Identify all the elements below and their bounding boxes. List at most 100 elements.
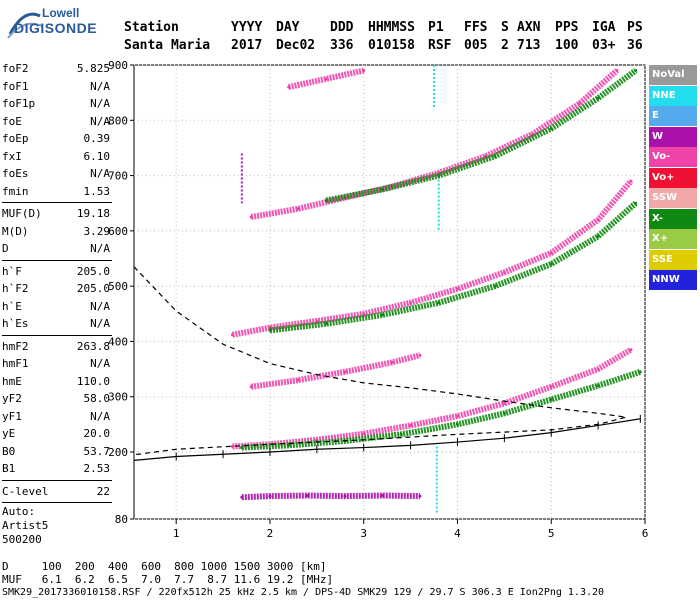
echo-point — [596, 218, 600, 222]
header-label: YYYY — [231, 20, 263, 35]
param-row: yF2 58.0 — [2, 390, 110, 408]
echo-point — [249, 215, 253, 219]
param-value: N/A — [90, 79, 110, 93]
param-row: yE 20.0 — [2, 425, 110, 443]
param-name: foEs — [2, 167, 29, 180]
param-row: fmin 1.53 — [2, 183, 110, 201]
param-value: 263.8 — [76, 339, 110, 353]
separator — [2, 202, 112, 203]
param-row: foF1p N/A — [2, 95, 110, 113]
echo-point — [634, 69, 638, 73]
param-row: fxI 6.10 — [2, 148, 110, 166]
param-name: MUF(D) — [2, 207, 42, 220]
param-value: 53.7 — [83, 444, 111, 458]
header-value: 2017 — [231, 38, 263, 53]
param-row: hmF2 263.8 — [2, 338, 110, 356]
echo-point — [390, 360, 394, 364]
logo-line-2: DIGISONDE — [14, 20, 98, 36]
header-value: 36 — [627, 38, 643, 53]
echo-trace — [250, 68, 619, 220]
param-value: N/A — [90, 409, 110, 423]
x-tick-label: 6 — [642, 527, 649, 540]
param-name: hmE — [2, 374, 22, 388]
echo-trace — [241, 368, 642, 451]
echo-point — [493, 284, 497, 288]
param-name: yF2 — [2, 392, 22, 405]
header-label: DDD — [330, 20, 354, 35]
separator — [2, 259, 112, 261]
header-label: Station — [124, 20, 179, 35]
echo-point — [324, 77, 328, 81]
echo-point — [502, 411, 506, 415]
echo-point — [296, 378, 300, 382]
echo-point — [362, 312, 366, 316]
header-value: 336 — [330, 38, 354, 53]
y-tick-label: 600 — [108, 225, 128, 238]
param-value: 0.39 — [83, 132, 111, 145]
echo-point — [230, 333, 234, 337]
param-name: hmF2 — [2, 339, 29, 353]
echo-point — [596, 384, 600, 388]
autoscale-line: Auto: — [2, 505, 36, 518]
echo-point — [418, 494, 422, 498]
param-value: N/A — [90, 317, 110, 330]
param-name: B0 — [2, 444, 16, 458]
param-name: foF2 — [2, 62, 29, 75]
x-tick-label: 2 — [267, 527, 274, 540]
header-label: P1 — [428, 20, 444, 35]
echo-point — [230, 444, 234, 448]
legend-item: E — [649, 106, 697, 127]
param-value: 205.0 — [76, 264, 110, 278]
separator — [2, 502, 112, 503]
param-value: 3.29 — [83, 224, 111, 238]
echo-point — [549, 127, 553, 131]
echo-trace — [288, 67, 365, 91]
param-name: D — [2, 242, 9, 255]
echo-point — [634, 201, 638, 205]
echo-point — [399, 432, 403, 436]
echo-point — [324, 322, 328, 326]
header-label: PPS — [555, 20, 579, 35]
x-tick-label: 4 — [454, 527, 461, 540]
legend-item: NNW — [649, 270, 697, 291]
param-row: D N/A — [2, 240, 110, 258]
header-label: HHMMSS — [368, 20, 415, 35]
y-tick-label: 900 — [108, 59, 128, 72]
param-value: 110.0 — [76, 374, 110, 388]
echo-point — [409, 301, 413, 305]
echo-trace — [269, 200, 638, 334]
digisonde-logo: Lowell DIGISONDE — [4, 4, 114, 44]
echo-point — [455, 287, 459, 291]
param-name: B1 — [2, 462, 16, 475]
echo-point — [343, 370, 347, 374]
legend-item: NNE — [649, 85, 697, 106]
header-value: Dec02 — [276, 38, 316, 53]
header-label: S — [501, 20, 509, 35]
echo-point — [418, 353, 422, 357]
param-name: foEp — [2, 132, 29, 145]
echo-point — [343, 494, 347, 498]
trace-fit-solid — [133, 418, 641, 461]
header-values: Santa Maria 2017 Dec02 336 010158 RSF 00… — [124, 38, 643, 233]
echo-point — [380, 494, 384, 498]
param-name: foE — [2, 114, 22, 128]
param-name: fmin — [2, 184, 29, 198]
echo-trace — [231, 179, 634, 338]
param-value: N/A — [90, 97, 110, 110]
param-value: 6.10 — [83, 149, 111, 163]
param-name: h`E — [2, 299, 22, 313]
param-name: fxI — [2, 149, 22, 163]
plot-frame — [133, 64, 646, 520]
logo-mark-icon — [7, 12, 43, 39]
param-name: C-level — [2, 484, 49, 498]
header-value: 2 — [501, 38, 509, 53]
header-value: 03+ — [592, 38, 616, 53]
param-value: 58.0 — [83, 392, 111, 405]
header-label: IGA — [592, 20, 616, 35]
param-value: 22 — [96, 484, 110, 498]
echo-point — [296, 207, 300, 211]
echo-trace — [241, 492, 421, 501]
echo-point — [240, 495, 244, 499]
param-row: B0 53.7 — [2, 443, 110, 461]
echo-point — [315, 319, 319, 323]
